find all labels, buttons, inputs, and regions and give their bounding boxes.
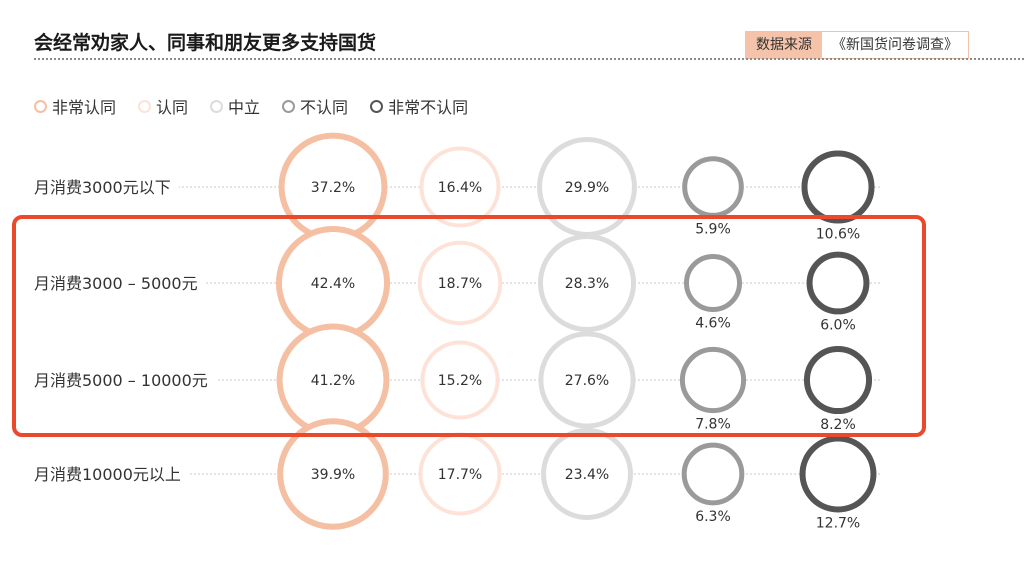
row-label: 月消费5000 – 10000元 <box>34 371 208 390</box>
bubble <box>538 331 636 429</box>
legend-label: 认同 <box>156 98 189 117</box>
legend: 非常认同 认同 中立 不认同 非常不认同 <box>34 94 468 118</box>
value-label: 41.2% <box>311 373 355 389</box>
legend-item: 不认同 <box>282 94 348 118</box>
legend-label: 中立 <box>228 98 261 117</box>
legend-label: 非常不认同 <box>388 98 469 117</box>
legend-label: 不认同 <box>300 98 349 117</box>
value-label: 23.4% <box>565 467 609 483</box>
bubble <box>537 233 637 333</box>
row-label-mask <box>32 176 179 199</box>
row-label: 月消费3000 – 5000元 <box>34 274 198 293</box>
data-source: 数据来源 《新国货问卷调查》 <box>745 31 969 59</box>
bubble <box>682 156 744 218</box>
value-label: 4.6% <box>695 316 731 332</box>
bubble <box>420 340 500 420</box>
value-label: 37.2% <box>311 180 355 196</box>
value-label: 7.8% <box>695 417 731 433</box>
bubble <box>679 346 747 414</box>
value-label: 15.2% <box>438 373 482 389</box>
chart-title: 会经常劝家人、同事和朋友更多支持国货 <box>34 32 377 54</box>
row-label: 月消费3000元以下 <box>34 178 171 197</box>
value-label: 28.3% <box>565 276 609 292</box>
value-label: 27.6% <box>565 373 609 389</box>
row-label-mask <box>32 272 206 295</box>
legend-swatch <box>138 99 152 113</box>
value-label: 18.7% <box>438 276 482 292</box>
legend-item: 认同 <box>138 94 188 118</box>
value-label: 39.9% <box>311 467 355 483</box>
value-label: 29.9% <box>565 180 609 196</box>
row-label: 月消费10000元以上 <box>34 465 181 484</box>
value-label: 10.6% <box>816 227 860 243</box>
bubble <box>419 146 501 228</box>
legend-item: 非常不认同 <box>370 94 468 118</box>
legend-label: 非常认同 <box>52 98 117 117</box>
value-label: 17.7% <box>438 467 482 483</box>
row-label-mask <box>32 369 216 392</box>
bubble <box>681 442 745 506</box>
legend-swatch <box>34 99 47 113</box>
title-divider <box>34 58 1024 60</box>
value-label: 42.4% <box>311 276 355 292</box>
bubble <box>803 345 873 415</box>
legend-swatch <box>370 99 384 113</box>
legend-item: 非常认同 <box>34 94 116 118</box>
value-label: 5.9% <box>695 221 731 237</box>
value-label: 6.3% <box>695 509 731 525</box>
data-source-label: 数据来源 <box>746 32 822 58</box>
legend-item: 中立 <box>210 94 260 118</box>
value-label: 8.2% <box>820 417 856 433</box>
legend-swatch <box>282 99 296 113</box>
data-source-value: 《新国货问卷调查》 <box>822 32 968 58</box>
legend-swatch <box>210 99 224 113</box>
bubble <box>801 150 875 224</box>
bubble <box>417 240 503 326</box>
bubble <box>806 251 870 315</box>
value-label: 6.0% <box>820 317 856 333</box>
bubble <box>683 253 743 313</box>
bubble <box>799 435 877 513</box>
row-label-mask <box>32 463 189 486</box>
bubble <box>541 428 633 520</box>
value-label: 12.7% <box>816 515 860 531</box>
value-label: 16.4% <box>438 180 482 196</box>
bubble <box>277 418 389 530</box>
